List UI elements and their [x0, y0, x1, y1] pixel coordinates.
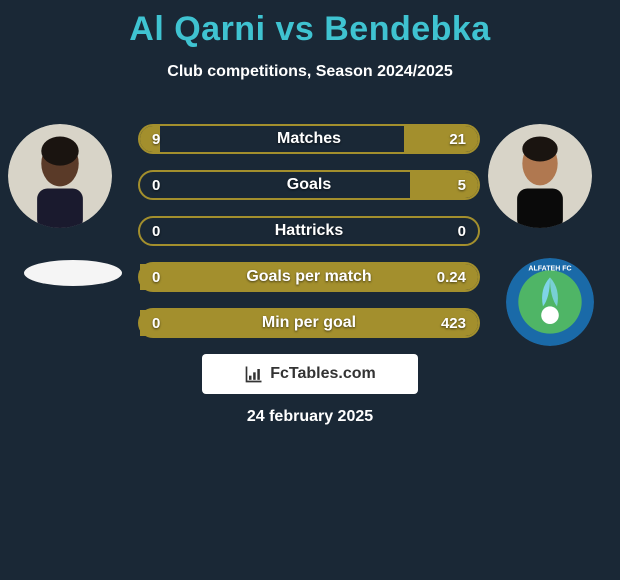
watermark-text: FcTables.com — [270, 365, 376, 383]
player-left-avatar — [8, 124, 112, 228]
svg-text:ALFATEH FC: ALFATEH FC — [528, 265, 571, 272]
club-left-badge — [24, 260, 122, 286]
date-line: 24 february 2025 — [0, 408, 620, 426]
stat-right-value: 0 — [458, 218, 466, 244]
stat-row: 0 Goals 5 — [138, 170, 480, 200]
stat-row: 0 Min per goal 423 — [138, 308, 480, 338]
club-right-badge: ALFATEH FC — [506, 258, 594, 346]
player-left-silhouette-icon — [8, 124, 112, 228]
stat-right-value: 21 — [449, 126, 466, 152]
page-title: Al Qarni vs Bendebka — [0, 0, 620, 49]
chart-icon — [244, 364, 264, 384]
stat-row: 9 Matches 21 — [138, 124, 480, 154]
stat-right-value: 423 — [441, 310, 466, 336]
stat-right-value: 0.24 — [437, 264, 466, 290]
stats-container: 9 Matches 21 0 Goals 5 0 Hattricks 0 0 G… — [138, 124, 480, 354]
club-right-badge-icon: ALFATEH FC — [506, 258, 594, 346]
stat-label: Min per goal — [140, 310, 478, 336]
stat-row: 0 Hattricks 0 — [138, 216, 480, 246]
watermark: FcTables.com — [202, 354, 418, 394]
subtitle: Club competitions, Season 2024/2025 — [0, 63, 620, 81]
stat-label: Goals — [140, 172, 478, 198]
stat-label: Goals per match — [140, 264, 478, 290]
stat-label: Matches — [140, 126, 478, 152]
stat-right-value: 5 — [458, 172, 466, 198]
stat-row: 0 Goals per match 0.24 — [138, 262, 480, 292]
player-right-avatar — [488, 124, 592, 228]
stat-label: Hattricks — [140, 218, 478, 244]
player-right-silhouette-icon — [488, 124, 592, 228]
